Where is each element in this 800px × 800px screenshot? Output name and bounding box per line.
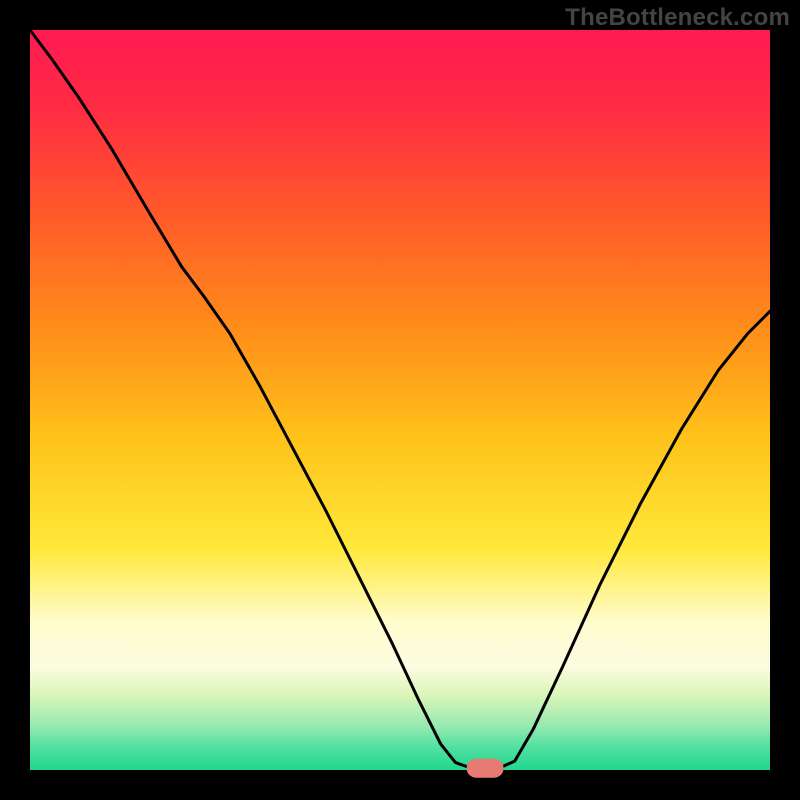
chart-stage: TheBottleneck.com (0, 0, 800, 800)
chart-svg (0, 0, 800, 800)
watermark-text: TheBottleneck.com (565, 4, 790, 32)
optimal-marker (467, 759, 503, 777)
